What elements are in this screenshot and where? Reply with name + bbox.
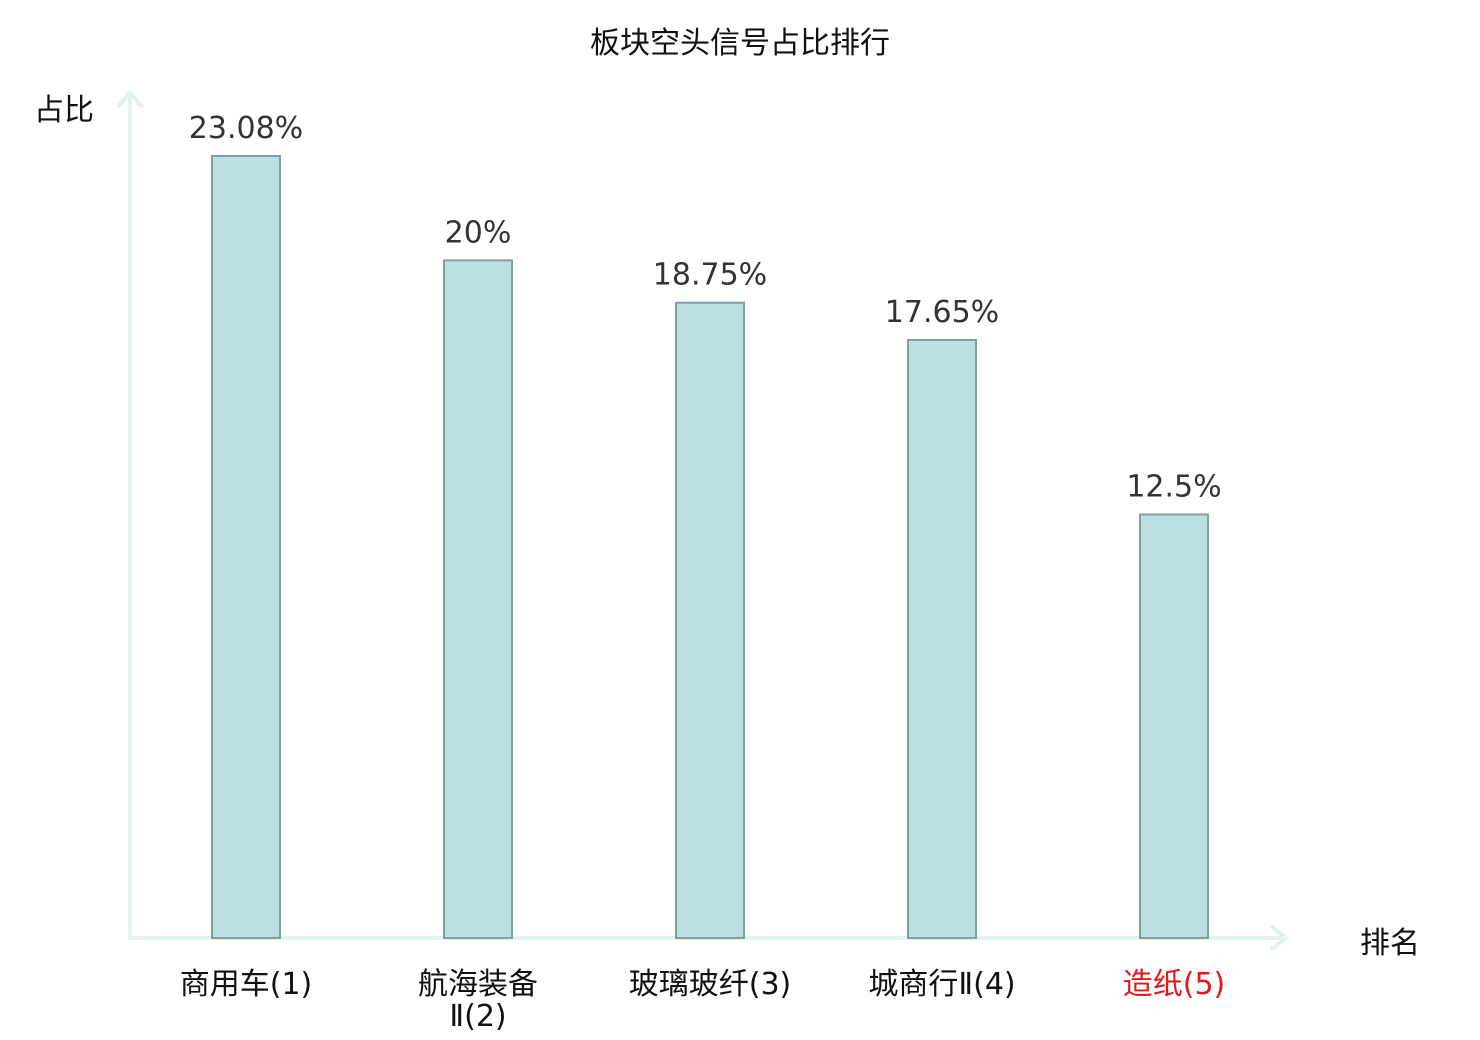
bar xyxy=(907,338,977,940)
x-tick-label-line: 商用车(1) xyxy=(180,967,313,1002)
x-tick-label: 造纸(5) xyxy=(1123,967,1226,1002)
x-tick-label: 城商行Ⅱ(4) xyxy=(868,967,1015,1002)
chart-title: 板块空头信号占比排行 xyxy=(590,26,890,61)
x-tick-label: 航海装备 Ⅱ(2) xyxy=(418,967,538,1034)
bar xyxy=(211,155,281,939)
bars-group xyxy=(211,155,1209,940)
y-axis-line xyxy=(117,90,143,940)
bar xyxy=(443,259,513,940)
value-label: 20% xyxy=(445,215,512,250)
bar xyxy=(1139,513,1209,939)
x-tick-label-line: 城商行Ⅱ(4) xyxy=(868,967,1015,1002)
x-axis-title: 排名 xyxy=(1360,926,1420,961)
value-label: 18.75% xyxy=(653,258,767,293)
x-tick-label: 玻璃玻纤(3) xyxy=(629,967,792,1002)
x-tick-label: 商用车(1) xyxy=(180,967,313,1002)
value-label: 12.5% xyxy=(1126,469,1221,504)
bar xyxy=(675,301,745,939)
x-tick-labels-group: 商用车(1) 航海装备 Ⅱ(2) 玻璃玻纤(3) 城商行Ⅱ(4) 造纸(5) xyxy=(180,967,1226,1034)
x-tick-label-line: 玻璃玻纤(3) xyxy=(629,967,792,1002)
x-tick-label-line: 航海装备 xyxy=(418,967,538,1002)
x-tick-label-line: Ⅱ(2) xyxy=(449,999,506,1034)
value-label: 23.08% xyxy=(189,111,303,146)
y-axis-title: 占比 xyxy=(34,93,94,128)
x-tick-label-line: 造纸(5) xyxy=(1123,967,1226,1002)
value-labels-group: 23.08% 20% 18.75% 17.65% 12.5% xyxy=(189,111,1222,504)
value-label: 17.65% xyxy=(885,295,999,330)
